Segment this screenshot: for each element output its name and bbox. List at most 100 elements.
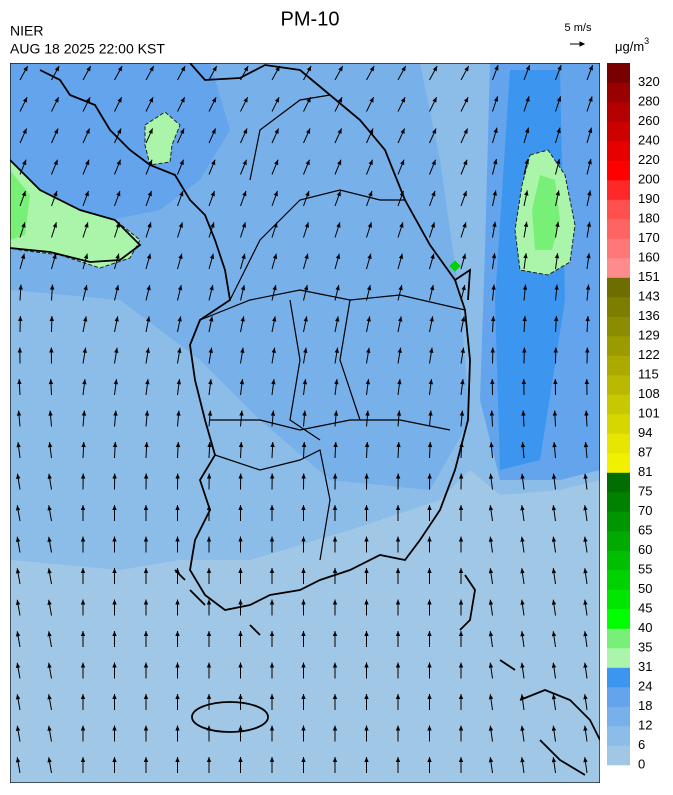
colorbar-block [607,355,630,376]
wind-arrow-head [458,505,464,510]
wind-arrow [490,378,495,396]
wind-arrow [177,316,182,333]
wind-arrow-head [178,222,183,228]
wind-arrow-head [427,442,433,448]
wind-arrow-head [301,694,306,699]
wind-arrow [82,159,90,175]
wind-arrow [458,694,464,710]
wind-arrow-head [179,159,184,166]
wind-arrow-head [18,284,23,290]
datetime: AUG 18 2025 22:00 KST [10,41,165,57]
wind-arrow [114,128,122,144]
wind-arrow [177,253,183,270]
wind-arrow [303,222,309,238]
wind-arrow-head [522,347,527,353]
wind-arrow-head [112,757,117,762]
wind-arrow [80,505,86,521]
wind-arrow-head [551,631,557,637]
wind-arrow [396,410,402,427]
colorbar-label: 115 [638,366,659,381]
colorbar-block [607,258,630,278]
colorbar-label: 108 [638,386,660,401]
wind-arrow-head [303,284,309,291]
wind-arrow-head [269,694,275,699]
wind-arrow-head [395,694,401,699]
wind-arrow-head [86,65,91,72]
wind-arrow-head [113,410,118,416]
wind-arrow [145,96,154,112]
wind-arrow-head [112,662,117,668]
wind-arrow [458,536,464,553]
wind-arrow [80,568,86,584]
wind-arrow [365,379,371,396]
wind-arrow-head [143,473,149,479]
wind-arrow-head [365,410,370,416]
wind-arrow [303,284,309,301]
wind-arrow-head [556,96,562,102]
wind-arrow [271,316,277,333]
wind-arrow [555,127,561,144]
wind-arrow-head [112,631,117,636]
wind-arrow [427,505,432,521]
wind-arrow-head [556,158,561,165]
wind-arrow-head [212,65,217,72]
wind-arrow-head [175,536,180,542]
wind-arrow-head [525,96,530,102]
wind-arrow-head [210,190,215,197]
wind-arrow-head [270,410,276,416]
wind-arrow-head [301,568,306,573]
wind-arrow [427,473,432,490]
wind-arrow-head [274,159,279,166]
colorbar-block [607,375,630,395]
colorbar-label: 12 [638,717,652,732]
wind-arrow-head [143,662,149,668]
wind-arrow-head [17,379,22,385]
wind-arrow-head [17,347,23,353]
colorbar-label: 220 [638,152,660,167]
colorbar-label: 70 [638,503,652,518]
wind-arrow [583,694,588,711]
wind-arrow-head [302,379,308,385]
colorbar-label: 45 [638,600,652,615]
wind-arrow [583,599,588,616]
wind-arrow-head [491,253,497,259]
wind-arrow [397,379,402,396]
wind-arrow-head [462,222,467,228]
wind-arrow-head [238,631,243,636]
colorbar-label: 280 [638,93,660,108]
wind-arrow-head [427,694,432,699]
colorbar-label: 40 [638,620,652,635]
wind-arrow-head [520,473,525,479]
wind-arrow-head [462,190,467,197]
colorbar-label: 87 [638,444,652,459]
wind-arrow [301,725,306,742]
wind-arrow [395,568,401,584]
wind-arrow [521,378,527,396]
wind-arrow [177,347,182,364]
wind-arrow [270,441,275,459]
wind-arrow-head [208,347,213,354]
wind-arrow-head [397,379,402,385]
wind-arrow-head [269,757,275,762]
wind-arrow-head [522,316,527,322]
wind-arrow [238,631,243,647]
wind-arrow [427,694,432,710]
wind-arrow-head [269,473,275,479]
wind-arrow [47,725,52,742]
wind-arrow [208,379,213,396]
wind-arrow-head [47,473,52,479]
wind-arrow [145,222,152,238]
wind-arrow-head [553,379,558,385]
wind-arrow-head [488,631,494,637]
colorbar-block [607,394,630,415]
wind-arrow-head [398,316,403,322]
wind-arrow [366,253,372,270]
wind-arrow [395,473,401,490]
wind-arrow-head [274,97,280,103]
colorbar-label: 151 [638,269,660,284]
wind-arrow-head [369,97,374,103]
wind-arrow [429,65,438,81]
colorbar-label: 122 [638,347,660,362]
wind-arrow-head [206,694,212,699]
wind-arrow-head [583,473,588,479]
